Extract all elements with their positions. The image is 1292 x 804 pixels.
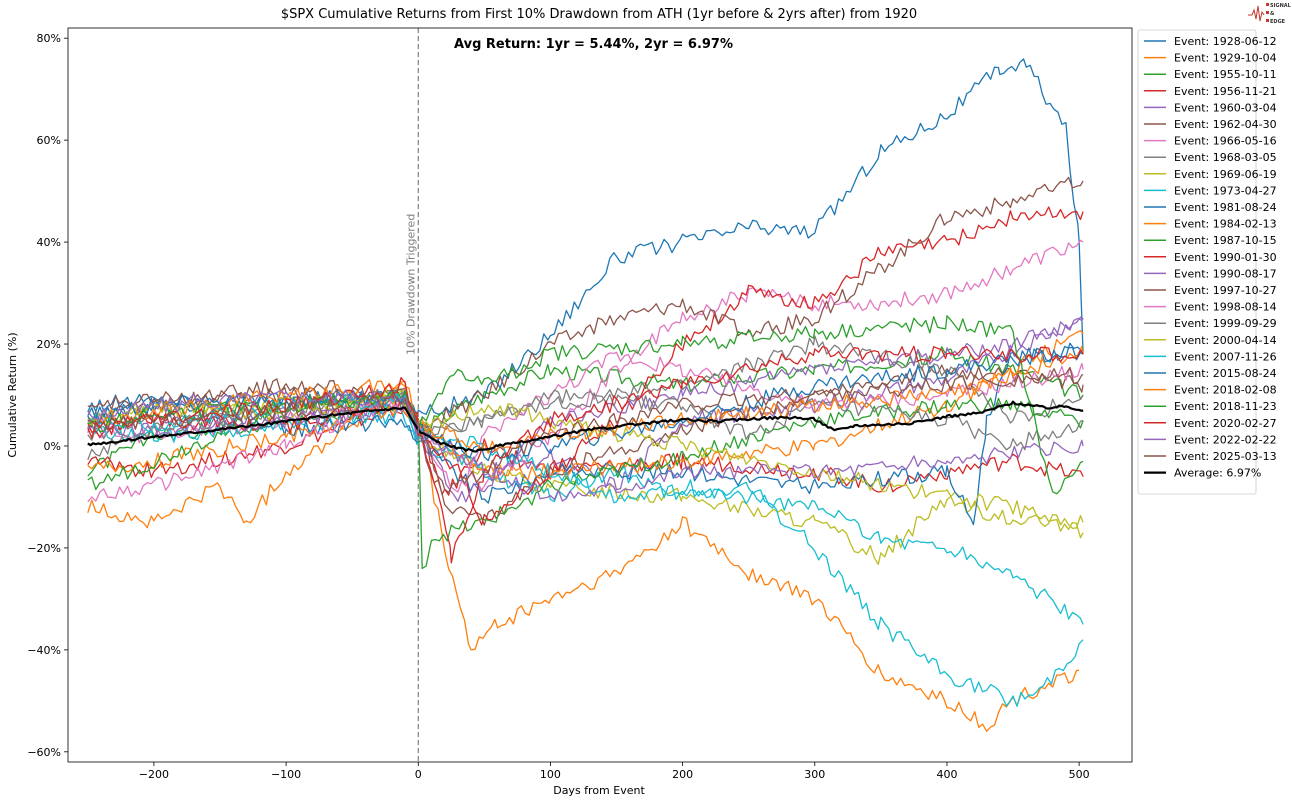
legend-entry: Event: 1960-03-04 — [1174, 101, 1277, 114]
x-axis-ticks: −200 −100 0 100 200 300 400 500 — [139, 762, 1090, 781]
legend-entry: Event: 1973-04-27 — [1174, 184, 1277, 197]
legend-entry: Event: 2007-11-26 — [1174, 350, 1277, 363]
x-tick-label: 0 — [415, 768, 422, 781]
y-tick-label: −20% — [27, 542, 61, 555]
x-tick-label: −100 — [271, 768, 301, 781]
legend-entry: Event: 1997-10-27 — [1174, 284, 1277, 297]
logo-line: SIGNAL — [1270, 3, 1292, 9]
legend-entry: Event: 1981-08-24 — [1174, 201, 1277, 214]
event-series-line — [87, 401, 1084, 496]
x-tick-label: 100 — [540, 768, 561, 781]
legend-entry: Event: 1998-08-14 — [1174, 301, 1277, 314]
plot-frame — [67, 27, 1133, 763]
legend-entry: Event: 1990-01-30 — [1174, 251, 1277, 264]
legend-entry: Event: 1928-06-12 — [1174, 35, 1277, 48]
y-axis-label: Cumulative Return (%) — [6, 332, 19, 457]
legend-entry: Event: 1955-10-11 — [1174, 68, 1277, 81]
legend-entry: Average: 6.97% — [1174, 467, 1261, 480]
legend-entry: Event: 2018-11-23 — [1174, 400, 1277, 413]
x-tick-label: 400 — [936, 768, 957, 781]
y-tick-label: 0% — [44, 440, 61, 453]
x-tick-label: 200 — [672, 768, 693, 781]
event-series-line — [87, 58, 1084, 418]
y-tick-label: 80% — [37, 32, 61, 45]
logo-square-icon — [1266, 3, 1269, 6]
event-series-line — [87, 388, 1084, 461]
legend-entry: Event: 1968-03-05 — [1174, 151, 1277, 164]
y-tick-label: 60% — [37, 134, 61, 147]
legend-entry: Event: 1969-06-19 — [1174, 168, 1277, 181]
average-series-line — [87, 400, 1084, 453]
legend-frame — [1137, 29, 1257, 495]
legend-entry: Event: 1962-04-30 — [1174, 118, 1277, 131]
event-series-line — [87, 345, 1084, 454]
x-tick-label: 300 — [804, 768, 825, 781]
legend-entry: Event: 2022-02-22 — [1174, 433, 1277, 446]
event-series-line — [87, 392, 1084, 625]
legend-entry: Event: 2018-02-08 — [1174, 384, 1277, 397]
y-tick-label: 40% — [37, 236, 61, 249]
legend-entry: Event: 1966-05-16 — [1174, 135, 1277, 148]
signal-edge-logo: SIGNAL & EDGE — [1248, 3, 1292, 25]
logo-square-icon — [1266, 19, 1269, 22]
legend-entry: Event: 1990-08-17 — [1174, 267, 1277, 280]
legend-entry: Event: 1987-10-15 — [1174, 234, 1277, 247]
legend-entry: Event: 2025-03-13 — [1174, 450, 1277, 463]
legend-entry: Event: 1999-09-29 — [1174, 317, 1277, 330]
event-series-line — [87, 387, 1084, 539]
event-series-line — [87, 315, 1084, 495]
average-return-annotation: Avg Return: 1yr = 5.44%, 2yr = 6.97% — [454, 37, 733, 52]
drawdown-trigger-label: 10% Drawdown Triggered — [404, 214, 417, 355]
logo-line: EDGE — [1270, 19, 1286, 25]
event-series-line — [87, 389, 1084, 502]
event-series-line — [87, 382, 1080, 732]
series-layer — [87, 58, 1084, 732]
y-tick-label: −60% — [27, 746, 61, 759]
event-series-line — [87, 345, 1084, 564]
legend-entry: Event: 1929-10-04 — [1174, 52, 1277, 65]
logo-waveform-icon — [1248, 5, 1265, 22]
legend: Event: 1928-06-12 Event: 1929-10-04 Event:… — [1137, 29, 1277, 495]
legend-entry: Event: 1956-11-21 — [1174, 85, 1277, 98]
legend-entry: Event: 1984-02-13 — [1174, 218, 1277, 231]
logo-line: & — [1270, 11, 1275, 17]
chart-title: $SPX Cumulative Returns from First 10% D… — [281, 7, 917, 22]
y-tick-label: −40% — [27, 644, 61, 657]
event-series-line — [87, 176, 1084, 437]
logo-square-icon — [1266, 11, 1269, 14]
legend-entry: Event: 2000-04-14 — [1174, 334, 1277, 347]
y-axis-ticks: −60% −40% −20% 0% 20% 40% 60% 80% — [27, 32, 68, 759]
x-tick-label: 500 — [1069, 768, 1090, 781]
event-series-line — [87, 351, 1084, 503]
x-tick-label: −200 — [139, 768, 169, 781]
legend-entry: Event: 2020-02-27 — [1174, 417, 1277, 430]
x-axis-label: Days from Event — [553, 784, 645, 797]
legend-entry: Event: 2015-08-24 — [1174, 367, 1277, 380]
y-tick-label: 20% — [37, 338, 61, 351]
